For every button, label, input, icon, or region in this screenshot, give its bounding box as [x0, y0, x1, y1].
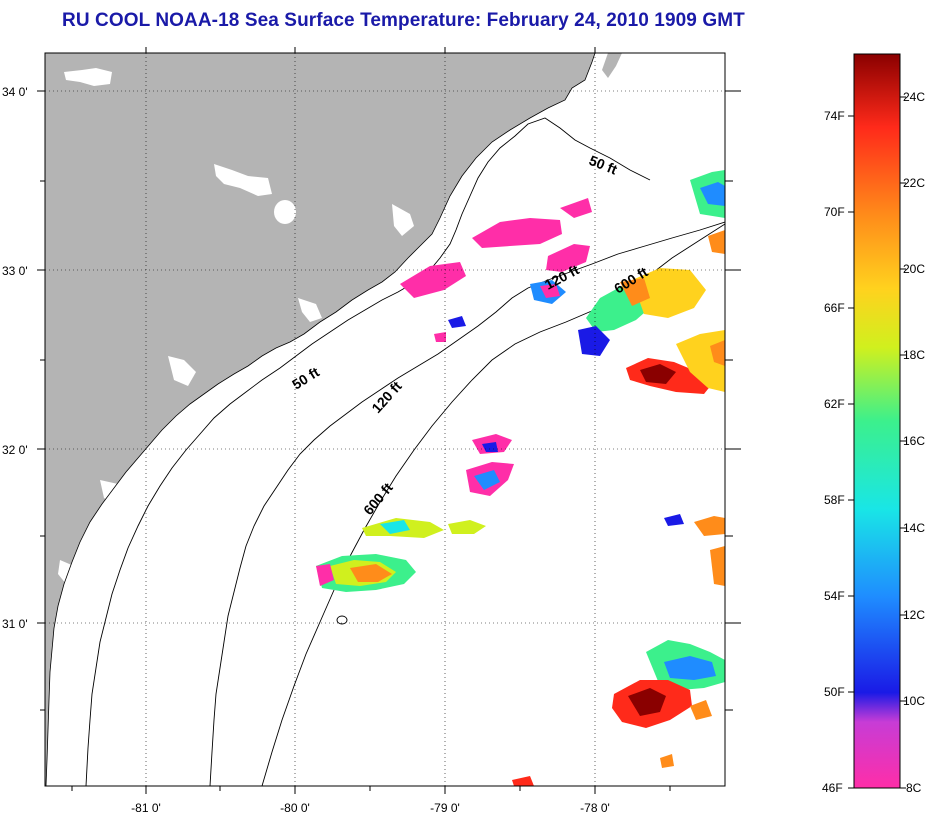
- lat-label-34: 34 0': [2, 85, 28, 99]
- colorbar-c-label: 24C: [903, 90, 925, 104]
- land-peninsula: [602, 53, 622, 78]
- contour-120ft: [209, 221, 725, 786]
- colorbar-c-label: 16C: [903, 434, 925, 448]
- colorbar-f-label: 66F: [824, 301, 845, 315]
- sst-patches: [316, 170, 725, 786]
- colorbar-f-label: 58F: [824, 493, 845, 507]
- colorbar-f-label: 54F: [824, 589, 845, 603]
- colorbar-c-label: 18C: [903, 348, 925, 362]
- contour-50ft: [85, 117, 651, 786]
- colorbar-c-label: 22C: [903, 176, 925, 190]
- colorbar-f-label: 74F: [824, 109, 845, 123]
- lon-label-81: -81 0': [131, 801, 161, 815]
- lon-label-80: -80 0': [280, 801, 310, 815]
- colorbar-f-label: 50F: [824, 685, 845, 699]
- colorbar-f-label: 62F: [824, 397, 845, 411]
- lon-label-79: -79 0': [430, 801, 460, 815]
- inland-lakes: [48, 68, 414, 724]
- colorbar-c-label: 10C: [903, 694, 925, 708]
- map-area: 50 ft 120 ft 600 ft 50 ft 120 ft 600 ft: [45, 53, 725, 786]
- axis-ticks: [37, 47, 741, 794]
- colorbar: 74F 70F 66F 62F 58F 54F 50F 46F 24C 22C …: [822, 53, 925, 795]
- graticule: [45, 53, 725, 786]
- map-title: RU COOL NOAA-18 Sea Surface Temperature:…: [62, 10, 745, 31]
- colorbar-c-label: 14C: [903, 521, 925, 535]
- colorbar-gradient: [853, 53, 901, 789]
- island-mark: [336, 615, 348, 625]
- lat-label-33: 33 0': [2, 264, 28, 278]
- colorbar-c-label: 20C: [903, 262, 925, 276]
- colorbar-f-label: 46F: [822, 781, 843, 795]
- land-mass: [45, 53, 595, 786]
- colorbar-c-label: 12C: [903, 608, 925, 622]
- colorbar-f-label: 70F: [824, 205, 845, 219]
- lat-label-31: 31 0': [2, 617, 28, 631]
- map-frame: [44, 52, 726, 787]
- coastline-detail: [45, 53, 596, 786]
- lat-label-32: 32 0': [2, 443, 28, 457]
- colorbar-c-label: 8C: [906, 781, 922, 795]
- lon-label-78: -78 0': [580, 801, 610, 815]
